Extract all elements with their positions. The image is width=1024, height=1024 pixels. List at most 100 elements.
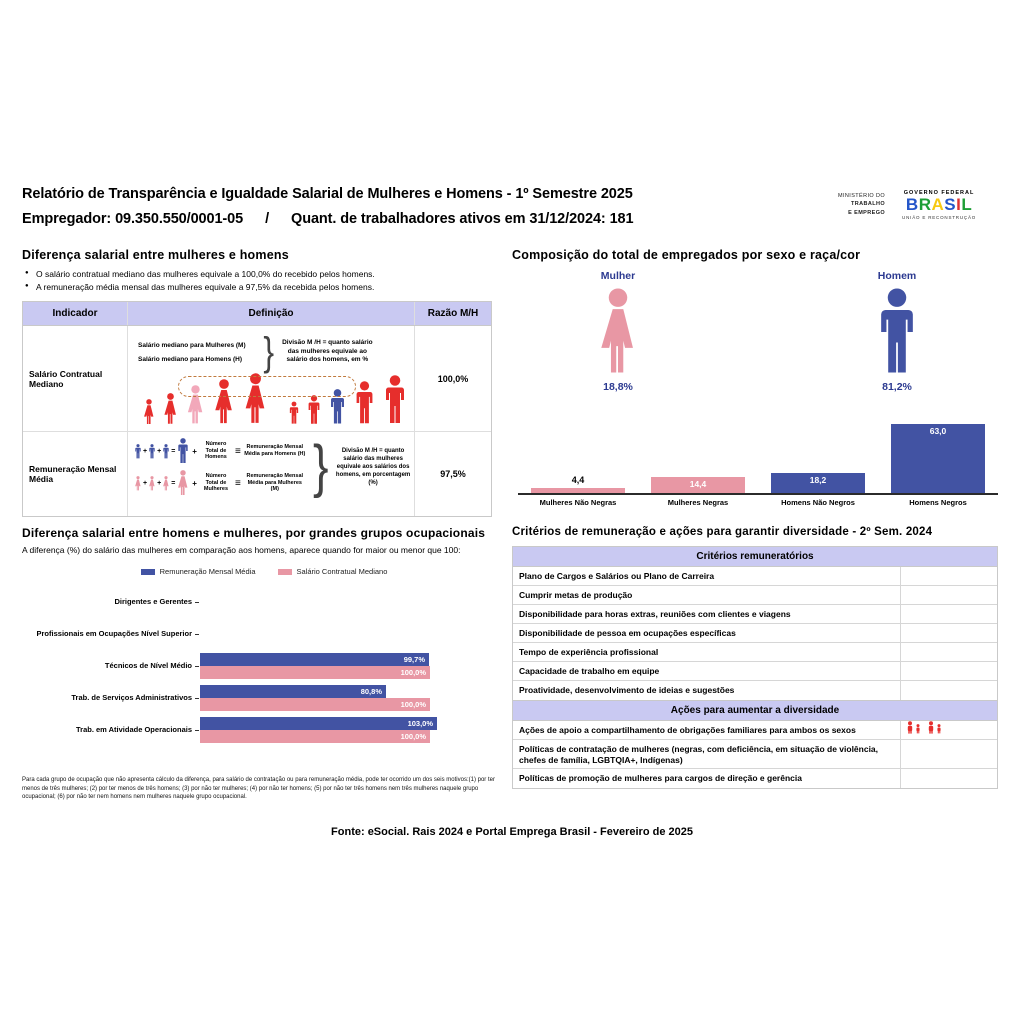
criteria-text: Políticas de contratação de mulheres (ne… xyxy=(519,744,879,765)
indicator-table: Indicador Definição Razão M/H Salário Co… xyxy=(22,301,492,517)
diversity-actions-header: Ações para aumentar a diversidade xyxy=(513,700,997,721)
criteria-row: Políticas de contratação de mulheres (ne… xyxy=(513,740,997,770)
definition-cell: + + = + Número Total de Homens ≡ Remuner… xyxy=(128,432,415,516)
gov-slogan: UNIÃO E RECONSTRUÇÃO xyxy=(902,214,977,220)
bar-salario-contratual-mediano: 100,0% xyxy=(200,666,430,679)
x-axis-line xyxy=(518,493,998,495)
row-remuneracao-media: Remuneração Mensal Média + + = + xyxy=(23,432,491,516)
ministry-wordmark: MINISTÉRIO DO TRABALHO E EMPREGO xyxy=(838,192,885,218)
average-explanation: Divisão M /H = quanto salário das mulher… xyxy=(335,447,411,487)
criteria-text: Capacidade de trabalho em equipe xyxy=(519,666,660,676)
ratio-value: 97,5% xyxy=(440,469,466,479)
criteria-row: Disponibilidade de pessoa em ocupações e… xyxy=(513,624,997,643)
man-icon xyxy=(288,401,300,430)
family-support-icon xyxy=(927,721,944,739)
criteria-text: Ações de apoio a compartilhamento de obr… xyxy=(519,725,856,735)
report-title: Relatório de Transparência e Igualdade S… xyxy=(22,186,633,202)
occupation-row: Trab. de Serviços Administrativos 80,8% 10… xyxy=(22,682,506,714)
brace-icon: } xyxy=(263,330,275,374)
legend-swatch-icon xyxy=(277,568,292,575)
criteria-mark-cell xyxy=(900,586,997,604)
bar-mulheres-não-negras: 4,4 xyxy=(531,475,625,493)
men-result-label: Remuneração Mensal Média para Homens (H) xyxy=(244,444,306,457)
criteria-mark-cell xyxy=(900,681,997,700)
man-icon xyxy=(353,381,376,430)
axis-tick-icon xyxy=(195,634,199,636)
criteria-mark-cell xyxy=(900,605,997,623)
median-men-label: Salário mediano para Homens (H) xyxy=(138,355,243,363)
legend-label: Remuneração Mensal Média xyxy=(159,567,256,576)
occupational-heading: Diferença salarial entre homens e mulher… xyxy=(22,526,486,540)
criteria-row: Plano de Cargos e Salários ou Plano de C… xyxy=(513,567,997,586)
bullet-median-salary: O salário contratual mediano das mulhere… xyxy=(25,269,492,279)
criteria-text: Disponibilidade de pessoa em ocupações e… xyxy=(519,628,736,638)
criteria-row: Cumprir metas de produção xyxy=(513,586,997,605)
man-icon xyxy=(837,288,957,381)
legend-item: Salário Contratual Mediano xyxy=(277,567,388,576)
women-count-label: Número Total de Mulheres xyxy=(203,472,229,493)
criteria-mark-cell xyxy=(900,567,997,585)
col-definicao: Definição xyxy=(128,302,415,325)
woman-icon xyxy=(185,385,206,430)
ministry-line3: E EMPREGO xyxy=(848,210,886,217)
gov-federal-label: GOVERNO FEDERAL xyxy=(903,190,975,196)
criteria-mark-cell xyxy=(900,740,997,769)
median-women-label: Salário mediano para Mulheres (M) xyxy=(138,341,246,349)
bar-remuneracao-mensal-media: 103,0% xyxy=(200,717,437,730)
criteria-mark-cell xyxy=(900,624,997,642)
criteria-heading: Critérios de remuneração e ações para ga… xyxy=(512,526,933,538)
occupation-label: Profissionais em Ocupações Nível Superio… xyxy=(36,628,192,638)
criteria-text: Proatividade, desenvolvimento de ideias … xyxy=(519,685,735,695)
women-result-label: Remuneração Mensal Média para Mulheres (… xyxy=(246,472,304,493)
brasil-letter: R xyxy=(918,195,932,214)
median-highlight-box xyxy=(178,376,356,397)
composition-chart: 4,4 Mulheres Não Negras 14,4 Mulheres Negra… xyxy=(518,416,998,518)
occupation-label: Trab. de Serviços Administrativos xyxy=(71,692,192,702)
occupation-label: Trab. em Atividade Operacionais xyxy=(75,724,192,734)
female-label: Mulher xyxy=(600,270,636,282)
bar-remuneracao-mensal-media: 99,7% xyxy=(200,653,429,666)
salary-gap-heading: Diferença salarial entre mulheres e home… xyxy=(22,248,289,262)
composition-heading: Composição do total de empregados por se… xyxy=(512,248,861,262)
legend-swatch-icon xyxy=(140,568,155,575)
axis-tick-icon xyxy=(195,602,199,604)
woman-icon xyxy=(212,379,236,430)
section-criteria: Critérios de remuneração e ações para ga… xyxy=(512,526,998,790)
equation-women: + + = + Número Total de Mulheres ≡ Remun… xyxy=(134,470,307,496)
median-labels: Salário mediano para Mulheres (M) Salári… xyxy=(138,335,258,370)
axis-tick-icon xyxy=(195,698,199,700)
bar-value: 99,7% xyxy=(403,655,425,664)
criteria-mark-cell xyxy=(900,643,997,661)
report-subtitle: Empregador: 09.350.550/0001-05 / Quant. de… xyxy=(22,211,634,227)
criteria-text: Políticas de promoção de mulheres para c… xyxy=(519,773,802,784)
criteria-mark-cell xyxy=(900,721,997,739)
occupation-label: Técnicos de Nível Médio xyxy=(104,660,192,670)
women-icons: + + = xyxy=(134,470,190,496)
bar-category-label: Homens Negros xyxy=(909,498,967,507)
remuneration-rows: Plano de Cargos e Salários ou Plano de C… xyxy=(513,567,997,700)
employer-id: Empregador: 09.350.550/0001-05 xyxy=(22,211,244,227)
source-footer: Fonte: eSocial. Rais 2024 e Portal Empre… xyxy=(331,826,693,838)
brasil-letter: I xyxy=(956,195,962,214)
salary-gap-bullets: O salário contratual mediano das mulhere… xyxy=(22,269,492,292)
ratio-value: 100,0% xyxy=(437,373,469,384)
man-icon xyxy=(306,395,322,430)
woman-icon xyxy=(558,288,678,381)
male-percentage: 81,2% xyxy=(882,381,912,393)
indicator-label: Salário Contratual Mediano xyxy=(23,326,128,431)
criteria-text: Cumprir metas de produção xyxy=(519,590,633,600)
section-occupational: Diferença salarial entre homens e mulher… xyxy=(22,526,506,802)
indicator-label: Remuneração Mensal Média xyxy=(23,432,128,516)
diversity-rows: Ações de apoio a compartilhamento de obr… xyxy=(513,721,997,789)
brace-icon: } xyxy=(312,433,329,499)
criteria-mark-cell xyxy=(900,662,997,680)
criteria-table: Critérios remuneratórios Plano de Cargos… xyxy=(512,546,998,790)
plus-sign: + xyxy=(192,446,197,456)
man-icon xyxy=(328,389,347,430)
active-workers-count: Quant. de trabalhadores ativos em 31/12/… xyxy=(291,211,634,227)
col-razao: Razão M/H xyxy=(427,308,479,319)
ministry-line2: TRABALHO xyxy=(851,201,886,208)
bar-salario-contratual-mediano: 100,0% xyxy=(200,698,430,711)
legend-label: Salário Contratual Mediano xyxy=(296,567,388,576)
occupation-label: Dirigentes e Gerentes xyxy=(114,596,192,606)
